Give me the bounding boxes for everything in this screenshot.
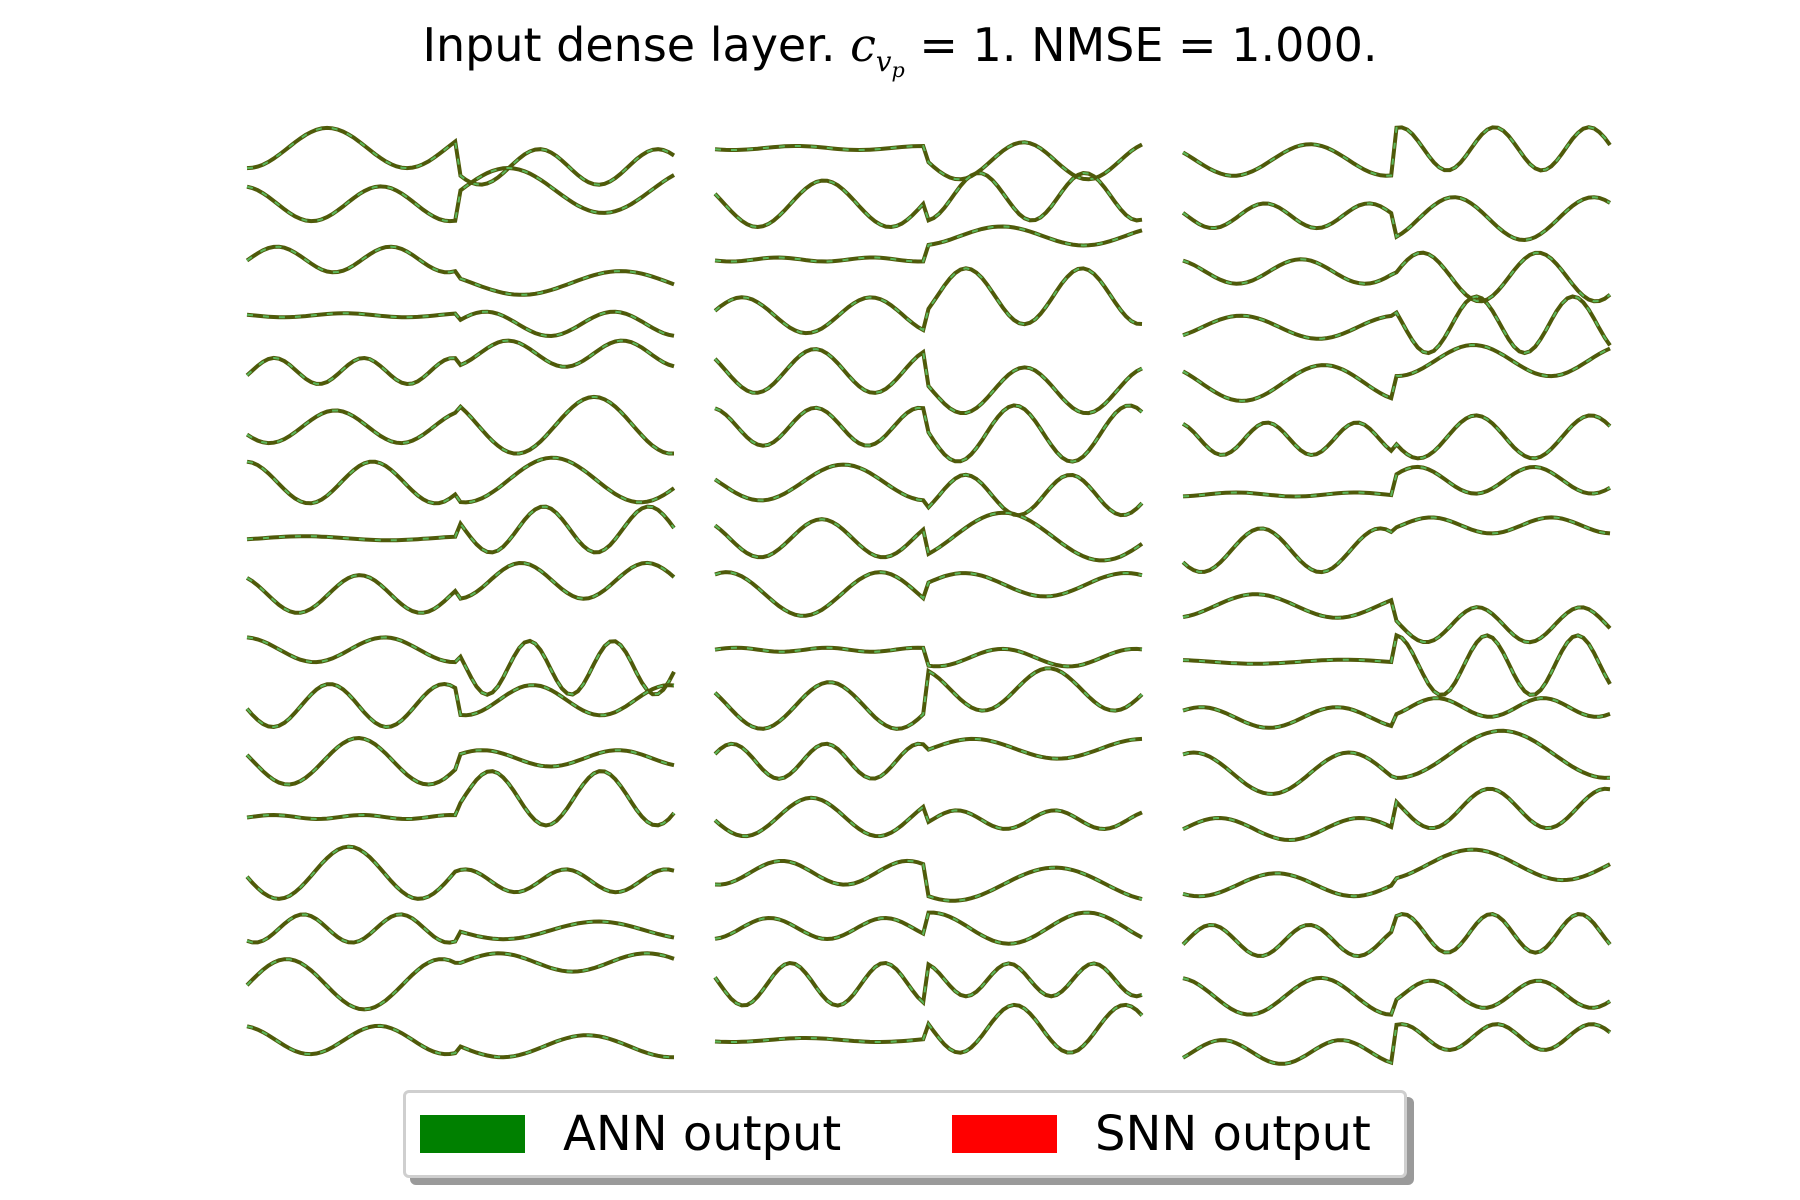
chart-title: Input dense layer. cvp = 1. NMSE = 1.000… xyxy=(0,18,1800,82)
snn-trace xyxy=(1182,1023,1611,1065)
snn-trace xyxy=(1182,729,1611,795)
ann-trace xyxy=(245,244,675,297)
title-math: cvp xyxy=(850,18,905,82)
legend-swatch-snn xyxy=(952,1115,1057,1153)
snn-trace xyxy=(1182,465,1611,498)
snn-trace xyxy=(246,245,675,296)
ann-trace xyxy=(713,795,1143,839)
snn-trace xyxy=(246,636,675,696)
snn-trace xyxy=(1182,414,1611,460)
snn-trace xyxy=(714,141,1143,181)
snn-trace xyxy=(714,961,1143,1007)
snn-trace xyxy=(714,225,1143,263)
ann-trace xyxy=(1182,975,1612,1017)
snn-trace xyxy=(1182,516,1611,574)
ann-trace xyxy=(246,504,676,555)
snn-trace xyxy=(246,456,675,505)
legend-swatch-ann xyxy=(420,1115,525,1153)
ann-trace xyxy=(714,570,1143,618)
snn-trace xyxy=(246,561,675,614)
snn-trace xyxy=(1182,295,1611,355)
legend: ANN output SNN output xyxy=(403,1090,1407,1178)
legend-label-snn: SNN output xyxy=(1095,1106,1371,1162)
legend-item-ann: ANN output xyxy=(420,1093,841,1175)
legend-item-snn: SNN output xyxy=(952,1093,1371,1175)
snn-trace xyxy=(246,310,675,338)
ann-trace xyxy=(1182,786,1611,843)
snn-trace xyxy=(714,911,1143,945)
ann-trace xyxy=(713,347,1143,416)
ann-trace xyxy=(246,635,676,697)
snn-trace xyxy=(246,339,675,386)
legend-label-ann: ANN output xyxy=(563,1106,842,1162)
snn-trace xyxy=(1182,787,1611,842)
snn-trace xyxy=(714,796,1143,838)
ann-trace xyxy=(1182,294,1612,356)
title-suffix: . NMSE = 1.000. xyxy=(1001,18,1378,72)
title-prefix: Input dense layer. xyxy=(422,18,851,72)
snn-trace xyxy=(1182,343,1611,402)
ann-trace xyxy=(1182,632,1612,697)
ann-trace xyxy=(245,394,674,456)
snn-trace xyxy=(1182,593,1611,644)
snn-trace xyxy=(714,171,1143,229)
snn-trace xyxy=(246,126,675,186)
ann-trace xyxy=(1181,912,1612,959)
snn-trace xyxy=(714,348,1143,415)
ann-trace xyxy=(245,951,675,1012)
snn-trace xyxy=(246,395,674,455)
snn-trace xyxy=(246,682,675,729)
snn-trace xyxy=(1182,848,1611,898)
snn-trace xyxy=(246,913,675,944)
ann-trace xyxy=(246,1023,675,1060)
ann-trace xyxy=(246,912,675,945)
ann-trace xyxy=(714,1002,1144,1055)
snn-trace xyxy=(1182,196,1611,242)
snn-trace xyxy=(246,166,675,223)
snn-trace xyxy=(1182,976,1611,1016)
snn-trace xyxy=(714,463,1143,517)
ann-trace xyxy=(245,560,676,615)
ann-trace xyxy=(713,510,1144,563)
snn-trace xyxy=(714,267,1143,335)
ann-trace xyxy=(245,735,675,787)
ann-trace xyxy=(1182,847,1611,899)
snn-trace xyxy=(246,952,675,1011)
snn-trace xyxy=(714,646,1143,668)
ann-trace xyxy=(713,170,1143,230)
ann-trace xyxy=(713,666,1144,731)
ann-trace xyxy=(1182,250,1612,304)
title-math-rest: = 1 xyxy=(904,18,1002,72)
snn-trace xyxy=(714,571,1143,617)
snn-trace xyxy=(714,1003,1143,1054)
ann-trace xyxy=(246,769,676,828)
ann-trace xyxy=(246,455,676,506)
snn-trace xyxy=(1182,251,1611,303)
ann-trace xyxy=(245,681,675,730)
snn-trace xyxy=(714,404,1143,463)
ann-trace xyxy=(245,844,675,901)
ann-trace xyxy=(714,910,1143,946)
ann-trace xyxy=(1181,515,1611,575)
snn-trace xyxy=(1182,697,1611,729)
snn-trace xyxy=(246,505,675,554)
snn-trace xyxy=(246,1024,675,1059)
snn-trace xyxy=(714,859,1143,902)
ann-trace xyxy=(1182,342,1611,403)
snn-trace xyxy=(714,737,1143,780)
ann-trace xyxy=(714,858,1143,903)
snn-trace xyxy=(246,736,675,786)
snn-trace xyxy=(1182,126,1611,177)
ann-trace xyxy=(713,736,1143,781)
ann-trace xyxy=(1181,195,1611,243)
ann-trace xyxy=(713,266,1143,336)
ann-trace xyxy=(1182,728,1611,796)
snn-trace xyxy=(1182,913,1611,958)
ann-trace xyxy=(713,960,1143,1008)
ann-trace xyxy=(245,338,675,387)
